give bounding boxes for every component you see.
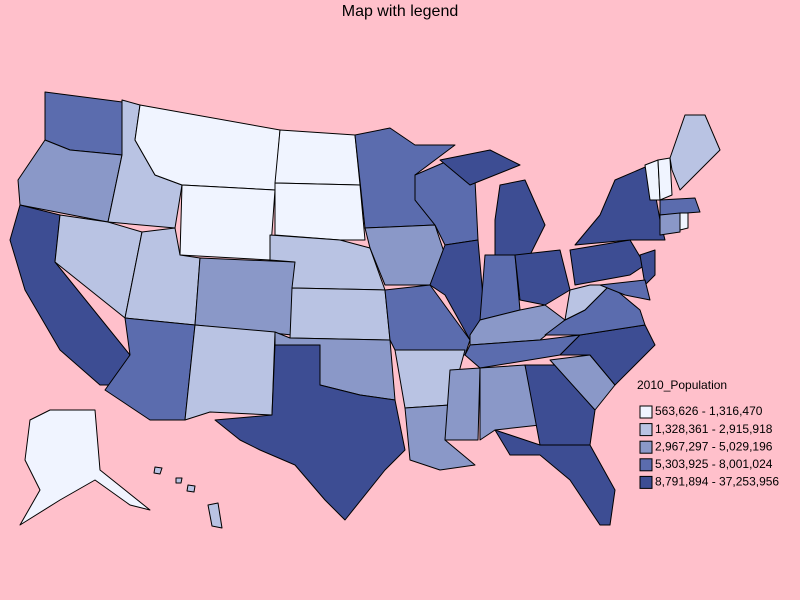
legend-label: 1,328,361 - 2,915,918: [655, 422, 773, 436]
legend-swatch: [639, 423, 653, 437]
state-region: [214, 344, 406, 521]
state-region: [599, 279, 651, 301]
state-region: [657, 157, 673, 201]
map-title: Map with legend: [342, 3, 459, 20]
state-region: [186, 484, 196, 493]
state-region: [494, 429, 616, 526]
legend-swatch: [639, 440, 653, 454]
state-region: [19, 409, 151, 526]
legend-label: 563,626 - 1,316,470: [655, 404, 763, 418]
state-region: [439, 149, 521, 186]
state-region: [479, 364, 541, 441]
state-region: [179, 184, 276, 261]
state-region: [669, 114, 721, 191]
us-map: [9, 91, 721, 529]
legend-label: 5,303,925 - 8,001,024: [655, 457, 773, 471]
state-region: [679, 212, 689, 231]
state-region: [207, 502, 223, 529]
state-region: [175, 477, 183, 484]
state-region: [569, 239, 646, 286]
state-region: [274, 182, 366, 241]
state-region: [194, 257, 296, 336]
legend-swatch: [639, 405, 653, 419]
state-region: [289, 287, 391, 341]
state-region: [659, 197, 701, 216]
legend-swatch: [639, 475, 653, 489]
state-region: [514, 249, 571, 306]
legend-title: 2010_Population: [637, 378, 727, 392]
legend-label: 2,967,297 - 5,029,196: [655, 439, 773, 453]
state-region: [184, 324, 276, 421]
legend-label: 8,791,894 - 37,253,956: [655, 475, 779, 489]
state-region: [659, 212, 681, 236]
state-region: [479, 254, 521, 321]
legend-swatch: [639, 458, 653, 472]
legend: 2010_Population 563,626 - 1,316,470 1,328…: [637, 378, 779, 489]
state-region: [639, 249, 656, 286]
state-region: [444, 367, 481, 441]
state-region: [274, 129, 361, 186]
state-region: [153, 466, 163, 475]
